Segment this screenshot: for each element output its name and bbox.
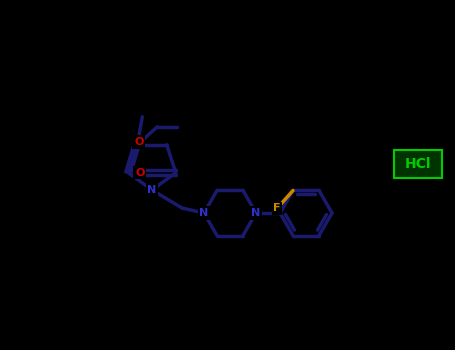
Text: HCl: HCl bbox=[405, 157, 431, 171]
Text: N: N bbox=[199, 208, 209, 218]
Text: N: N bbox=[147, 185, 157, 195]
FancyBboxPatch shape bbox=[394, 150, 442, 178]
Text: N: N bbox=[251, 208, 261, 218]
Text: O: O bbox=[135, 168, 145, 178]
Text: O: O bbox=[134, 137, 143, 147]
Text: F: F bbox=[273, 203, 281, 214]
